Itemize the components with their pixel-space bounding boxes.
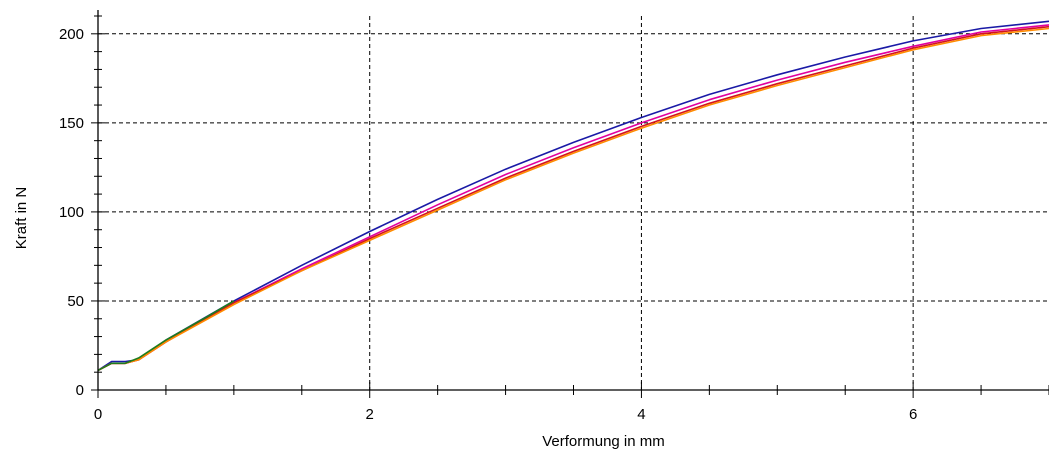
x-axis-title: Verformung in mm: [542, 433, 665, 450]
y-tick-label: 50: [67, 293, 84, 310]
series-line-2: [97, 24, 1049, 372]
series-line-3: [97, 25, 1049, 372]
grid: [98, 16, 1049, 390]
x-tick-label: 4: [637, 406, 645, 423]
y-tick-label: 150: [59, 115, 84, 132]
tick-labels: 0 50 100 150 200 0 2 4 6: [59, 26, 917, 423]
axes: [91, 10, 1049, 398]
y-axis-title: Kraft in N: [13, 187, 30, 250]
x-tick-label: 2: [366, 406, 374, 423]
x-tick-label: 0: [94, 406, 102, 423]
series-line-1: [97, 20, 1049, 372]
y-tick-label: 100: [59, 204, 84, 221]
series-lines: [97, 20, 1049, 372]
x-tick-label: 6: [909, 406, 917, 423]
series-line-4: [97, 27, 1049, 372]
y-tick-label: 200: [59, 26, 84, 43]
series-line-5: [97, 300, 235, 372]
y-tick-label: 0: [76, 382, 84, 399]
